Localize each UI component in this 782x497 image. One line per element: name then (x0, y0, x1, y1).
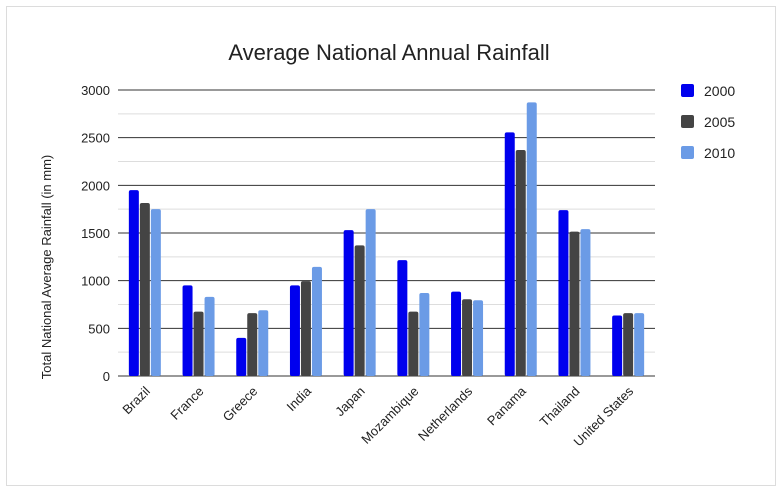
bar-2000-thailand (558, 210, 569, 376)
y-tick-label: 1000 (81, 274, 110, 289)
bar-2010-france (204, 296, 215, 376)
x-tick-label: France (167, 384, 206, 423)
y-tick-label: 500 (88, 321, 110, 336)
bar-2000-mozambique (397, 260, 408, 376)
y-tick-label: 2500 (81, 131, 110, 146)
bar-2010-greece (258, 310, 269, 376)
y-tick-label: 3000 (81, 83, 110, 98)
bar-2010-panama (526, 102, 537, 376)
legend-swatch-2000 (681, 84, 694, 97)
bar-2005-france (193, 311, 204, 376)
bar-2010-japan (365, 209, 376, 376)
bar-2005-thailand (569, 231, 580, 376)
bar-2005-netherlands (462, 299, 473, 376)
x-tick-label: Netherlands (415, 383, 476, 444)
x-tick-label: Thailand (537, 384, 583, 430)
bar-2010-mozambique (419, 293, 430, 376)
bar-2005-greece (247, 313, 258, 376)
bar-2005-india (300, 281, 311, 376)
bar-2000-netherlands (451, 291, 462, 376)
bar-2010-brazil (150, 209, 161, 376)
x-tick-label: India (284, 383, 315, 414)
bar-2000-united-states (612, 315, 623, 376)
bar-2000-greece (236, 337, 247, 376)
y-axis-label: Total National Average Rainfall (in mm) (39, 155, 54, 379)
x-tick-label: Greece (220, 384, 261, 425)
bar-2010-thailand (580, 229, 591, 376)
x-tick-label: Mozambique (358, 384, 421, 447)
bar-2005-united-states (623, 313, 634, 376)
y-tick-label: 0 (103, 369, 110, 384)
bar-2010-united-states (634, 313, 645, 376)
x-tick-label: Japan (332, 384, 368, 420)
x-tick-label: Brazil (119, 383, 153, 417)
bar-2005-brazil (139, 202, 150, 376)
bar-2010-netherlands (473, 300, 484, 376)
y-tick-label: 1500 (81, 226, 110, 241)
bar-2010-india (311, 266, 322, 376)
y-tick-label: 2000 (81, 178, 110, 193)
chart-title: Average National Annual Rainfall (228, 40, 549, 65)
x-tick-label: Panama (484, 383, 529, 428)
bar-2005-panama (515, 150, 526, 376)
legend-label: 2000 (704, 83, 735, 99)
bar-2000-india (289, 285, 300, 376)
bar-2000-japan (343, 230, 354, 376)
bar-2000-panama (504, 132, 515, 376)
legend-swatch-2005 (681, 115, 694, 128)
legend-label: 2010 (704, 145, 735, 161)
bar-2005-mozambique (408, 311, 419, 376)
legend-swatch-2010 (681, 146, 694, 159)
legend-label: 2005 (704, 114, 735, 130)
bar-2000-brazil (128, 190, 139, 376)
bar-2000-france (182, 285, 193, 376)
bar-2005-japan (354, 245, 365, 376)
